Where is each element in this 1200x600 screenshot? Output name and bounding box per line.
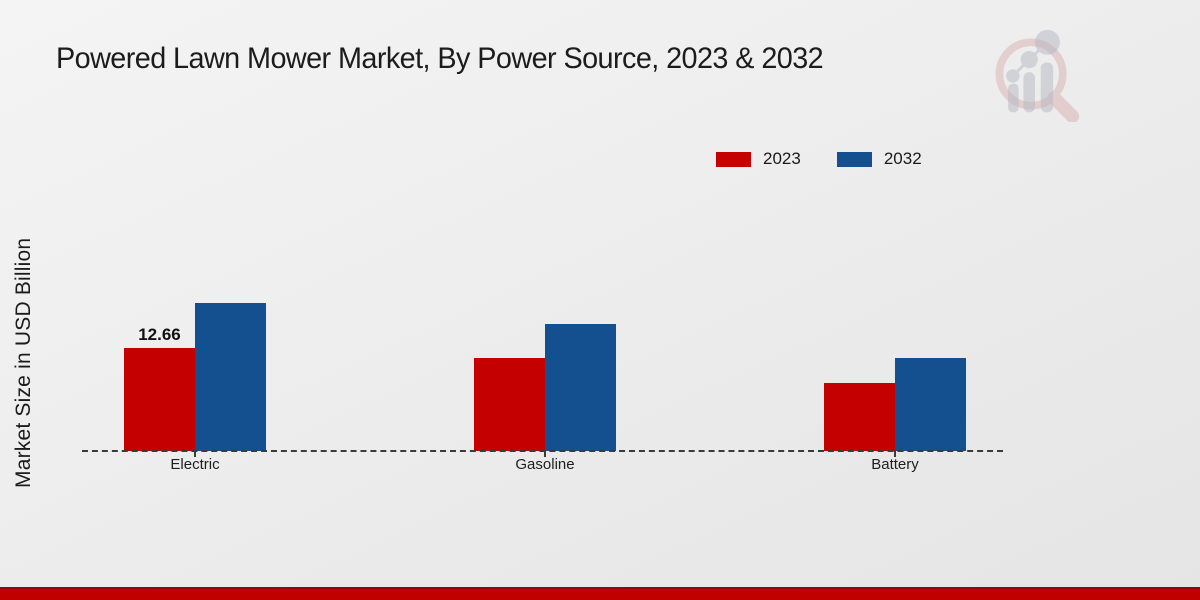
x-axis-tick-gasoline <box>544 451 546 457</box>
legend-label-2032: 2032 <box>883 149 922 168</box>
footer-accent-bar <box>0 587 1200 600</box>
category-label-electric: Electric <box>170 456 220 473</box>
legend-swatch-2023 <box>716 151 751 167</box>
legend-item-2023: 2023 <box>716 149 801 169</box>
bar-2023-battery <box>824 383 895 451</box>
x-axis-tick-electric <box>194 451 196 457</box>
bar-2032-gasoline <box>545 324 616 451</box>
x-axis-baseline <box>82 450 1003 452</box>
bar-chart-icon <box>1006 29 1060 113</box>
category-label-battery: Battery <box>871 456 919 473</box>
legend-swatch-2032 <box>836 151 872 167</box>
legend-item-2032: 2032 <box>836 149 922 169</box>
bar-2032-battery <box>895 358 966 451</box>
legend: 2023 2032 <box>716 149 922 169</box>
legend-label-2023: 2023 <box>763 149 801 168</box>
x-axis-tick-battery <box>894 451 896 457</box>
category-label-gasoline: Gasoline <box>515 456 575 473</box>
bar-value-label-electric: 12.66 <box>138 325 181 344</box>
bar-2023-electric <box>124 348 195 451</box>
chart-title: Powered Lawn Mower Market, By Power Sour… <box>56 42 824 75</box>
bar-2023-gasoline <box>474 358 545 451</box>
market-research-future-logo <box>995 29 1080 122</box>
bar-2032-electric <box>195 303 266 451</box>
